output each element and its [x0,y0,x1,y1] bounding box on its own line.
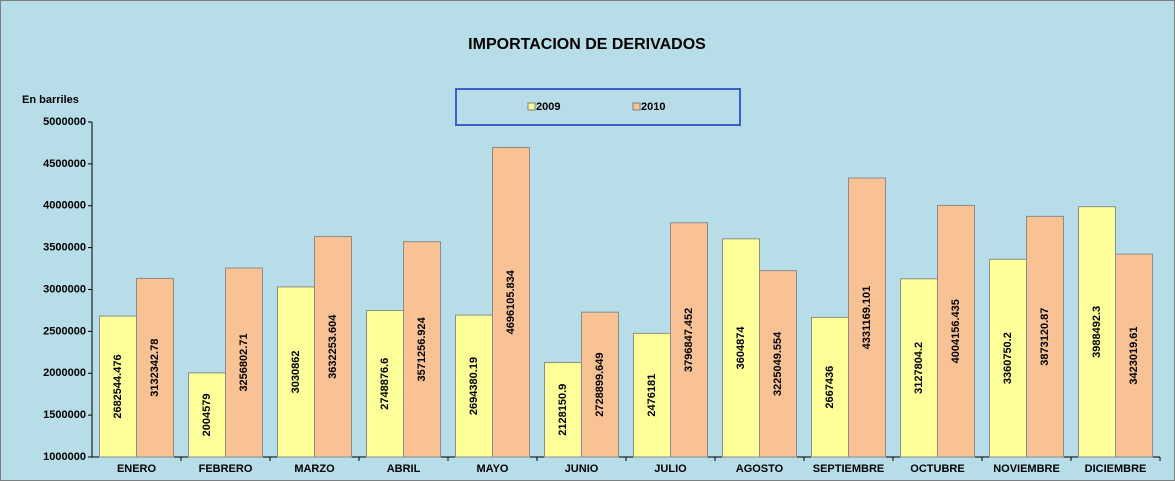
legend-label: 2010 [641,101,665,113]
y-tick-label: 1000000 [43,451,86,463]
data-label: 3873120.87 [1039,308,1051,366]
bar [759,270,797,458]
data-label: 3632253.604 [327,314,339,379]
data-label: 3604874 [735,326,747,370]
bar [136,277,174,458]
bar [403,241,441,458]
x-tick-label: OCTUBRE [910,463,964,475]
data-label: 3225049.554 [772,331,784,396]
data-label: 2004579 [201,394,213,437]
bar [900,278,938,458]
data-label: 3796847.452 [683,308,695,372]
bar [581,311,619,458]
bar [1078,206,1116,458]
x-tick-label: ABRIL [387,463,421,475]
data-label: 2682544.476 [112,354,124,418]
bar [811,316,849,458]
data-label: 2728899.649 [594,352,606,416]
data-label: 2694380.19 [468,357,480,415]
legend-swatch [527,102,536,111]
bar [314,236,352,458]
x-tick-label: MAYO [477,463,509,475]
data-label: 4004156.435 [950,299,962,363]
bar [1115,253,1153,458]
data-label: 2667436 [824,366,836,409]
y-tick-label: 4000000 [43,200,86,212]
y-tick-label: 3500000 [43,242,86,254]
bar [989,258,1027,458]
data-label: 4696105.834 [505,269,517,334]
bar [1026,215,1064,458]
legend-swatch [632,102,641,111]
bar [633,332,671,458]
x-tick-label: NOVIEMBRE [993,463,1060,475]
bar [492,146,530,458]
data-label: 4331169.101 [861,286,873,350]
bar [225,267,263,458]
y-axis-label: En barriles [22,94,79,106]
data-label: 2748876.6 [379,358,391,410]
x-tick-label: AGOSTO [736,463,784,475]
y-tick-label: 3000000 [43,283,86,295]
data-label: 3988492.3 [1091,306,1103,358]
data-label: 2476181 [646,374,658,417]
x-tick-label: MARZO [294,463,335,475]
x-tick-label: DICIEMBRE [1085,463,1147,475]
bar [455,314,493,458]
data-label: 3571256.924 [416,316,428,381]
x-tick-label: FEBRERO [199,463,253,475]
y-tick-label: 2500000 [43,325,86,337]
data-label: 3132342.78 [149,339,161,397]
bar [99,315,137,458]
y-tick-label: 2000000 [43,367,86,379]
bar [670,222,708,458]
chart-title: IMPORTACION DE DERIVADOS [468,36,706,53]
x-tick-label: JUNIO [565,463,599,475]
bar [277,286,315,458]
y-tick-label: 4500000 [43,158,86,170]
y-tick-label: 5000000 [43,116,86,128]
data-label: 3030862 [290,351,302,394]
data-label: 3127804.2 [913,342,925,394]
legend [455,88,741,126]
bar [366,310,404,458]
bar [848,177,886,458]
bar [188,372,226,458]
data-label: 2128150.9 [557,384,569,436]
x-tick-label: SEPTIEMBRE [813,463,885,475]
legend-label: 2009 [536,101,560,113]
data-label: 3360750.2 [1002,332,1014,384]
y-tick-label: 1500000 [43,409,86,421]
bar [937,204,975,458]
x-tick-label: ENERO [117,463,157,475]
data-label: 3423019.61 [1128,326,1140,384]
data-label: 3256802.71 [238,333,250,391]
x-tick-label: JULIO [654,463,687,475]
